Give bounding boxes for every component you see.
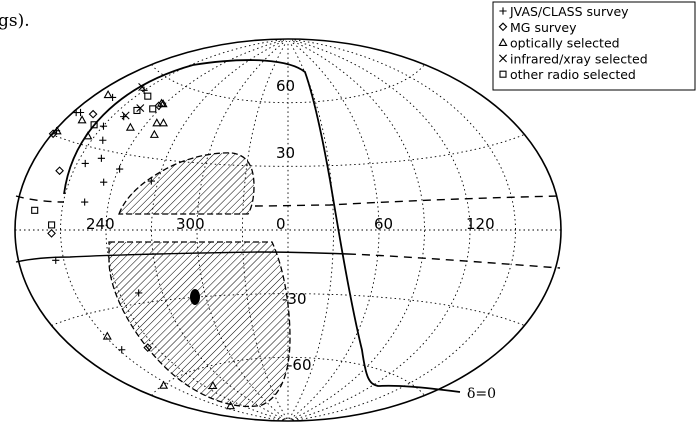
triangle-marker bbox=[226, 401, 236, 410]
y-tick-label: -30 bbox=[282, 290, 307, 308]
triangle-marker bbox=[159, 380, 169, 389]
triangle-marker bbox=[158, 118, 168, 127]
square-marker bbox=[90, 121, 98, 129]
meridian-line bbox=[288, 40, 334, 420]
plus-marker bbox=[140, 86, 148, 94]
plus-marker bbox=[100, 178, 108, 186]
square-marker bbox=[149, 105, 157, 113]
parallel-line bbox=[151, 64, 425, 104]
legend-diamond-icon bbox=[498, 22, 508, 32]
plus-marker bbox=[81, 198, 89, 206]
plus-marker bbox=[116, 165, 124, 173]
legend-label: other radio selected bbox=[510, 67, 636, 82]
cross-marker bbox=[121, 111, 130, 120]
square-marker bbox=[31, 206, 39, 214]
y-tick-label: 60 bbox=[276, 77, 295, 95]
triangle-marker bbox=[52, 126, 62, 135]
delta-zero-label: δ=0 bbox=[467, 386, 496, 402]
legend-label: JVAS/CLASS survey bbox=[509, 4, 629, 19]
dense-region-marker bbox=[190, 289, 200, 305]
triangle-marker bbox=[77, 115, 87, 124]
triangle-marker bbox=[149, 129, 159, 138]
meridian-line bbox=[196, 40, 286, 420]
tick-labels: 240 300 0 60 120 60 30 -30 -60 bbox=[86, 77, 495, 374]
cross-marker bbox=[138, 83, 147, 91]
diamond-marker bbox=[47, 229, 56, 238]
legend-square-icon bbox=[499, 70, 507, 78]
x-tick-label: 240 bbox=[86, 215, 115, 233]
legend-plus-icon bbox=[499, 7, 507, 15]
triangle-marker bbox=[83, 131, 93, 140]
plus-marker bbox=[76, 108, 85, 117]
y-tick-label: -60 bbox=[287, 356, 312, 374]
declination-zero-curve bbox=[63, 59, 461, 393]
square-marker bbox=[144, 92, 152, 100]
legend-triangle-icon bbox=[498, 37, 508, 47]
triangle-marker bbox=[156, 98, 167, 107]
x-tick-label: 120 bbox=[466, 215, 495, 233]
excluded-region-north bbox=[118, 152, 255, 215]
declination-zero-curve-dashed-east bbox=[254, 195, 561, 207]
legend-label: infrared/xray selected bbox=[510, 51, 648, 66]
triangle-marker bbox=[125, 122, 135, 131]
plus-marker bbox=[99, 136, 107, 144]
plus-marker bbox=[135, 289, 143, 297]
parallel-line bbox=[51, 134, 525, 167]
square-marker bbox=[48, 221, 56, 229]
plus-marker bbox=[99, 122, 108, 130]
caption-fragment: gs). bbox=[0, 11, 30, 31]
excluded-region-south bbox=[108, 241, 291, 408]
legend-cross-icon bbox=[499, 54, 507, 63]
declination-zero-curve-dashed-south bbox=[347, 253, 561, 269]
plus-marker bbox=[52, 256, 60, 264]
meridian-line bbox=[291, 40, 425, 420]
diamond-marker bbox=[88, 109, 98, 119]
data-points bbox=[31, 83, 236, 410]
square-marker bbox=[133, 106, 141, 115]
triangle-marker bbox=[102, 331, 112, 340]
diamond-marker bbox=[143, 343, 153, 353]
legend-label: optically selected bbox=[510, 36, 620, 51]
diamond-marker bbox=[55, 166, 64, 176]
declination-zero-curve-lower bbox=[15, 251, 349, 263]
meridian-line bbox=[292, 39, 516, 421]
map-boundary bbox=[14, 38, 562, 422]
plus-marker bbox=[97, 154, 105, 162]
legend-frame bbox=[492, 1, 696, 91]
x-tick-label: 300 bbox=[176, 215, 205, 233]
diamond-marker bbox=[48, 129, 58, 139]
x-tick-label: 0 bbox=[276, 215, 286, 233]
triangle-marker bbox=[208, 380, 218, 390]
declination-zero-curve-dashed-west bbox=[15, 195, 65, 203]
triangle-marker bbox=[152, 118, 162, 127]
y-tick-label: 30 bbox=[276, 144, 295, 162]
plus-marker bbox=[147, 177, 155, 185]
x-tick-label: 60 bbox=[374, 215, 393, 233]
meridian-line bbox=[290, 40, 380, 420]
plus-marker bbox=[118, 346, 126, 354]
triangle-marker bbox=[103, 89, 113, 99]
plus-marker bbox=[81, 159, 89, 168]
legend-label: MG survey bbox=[510, 20, 577, 35]
